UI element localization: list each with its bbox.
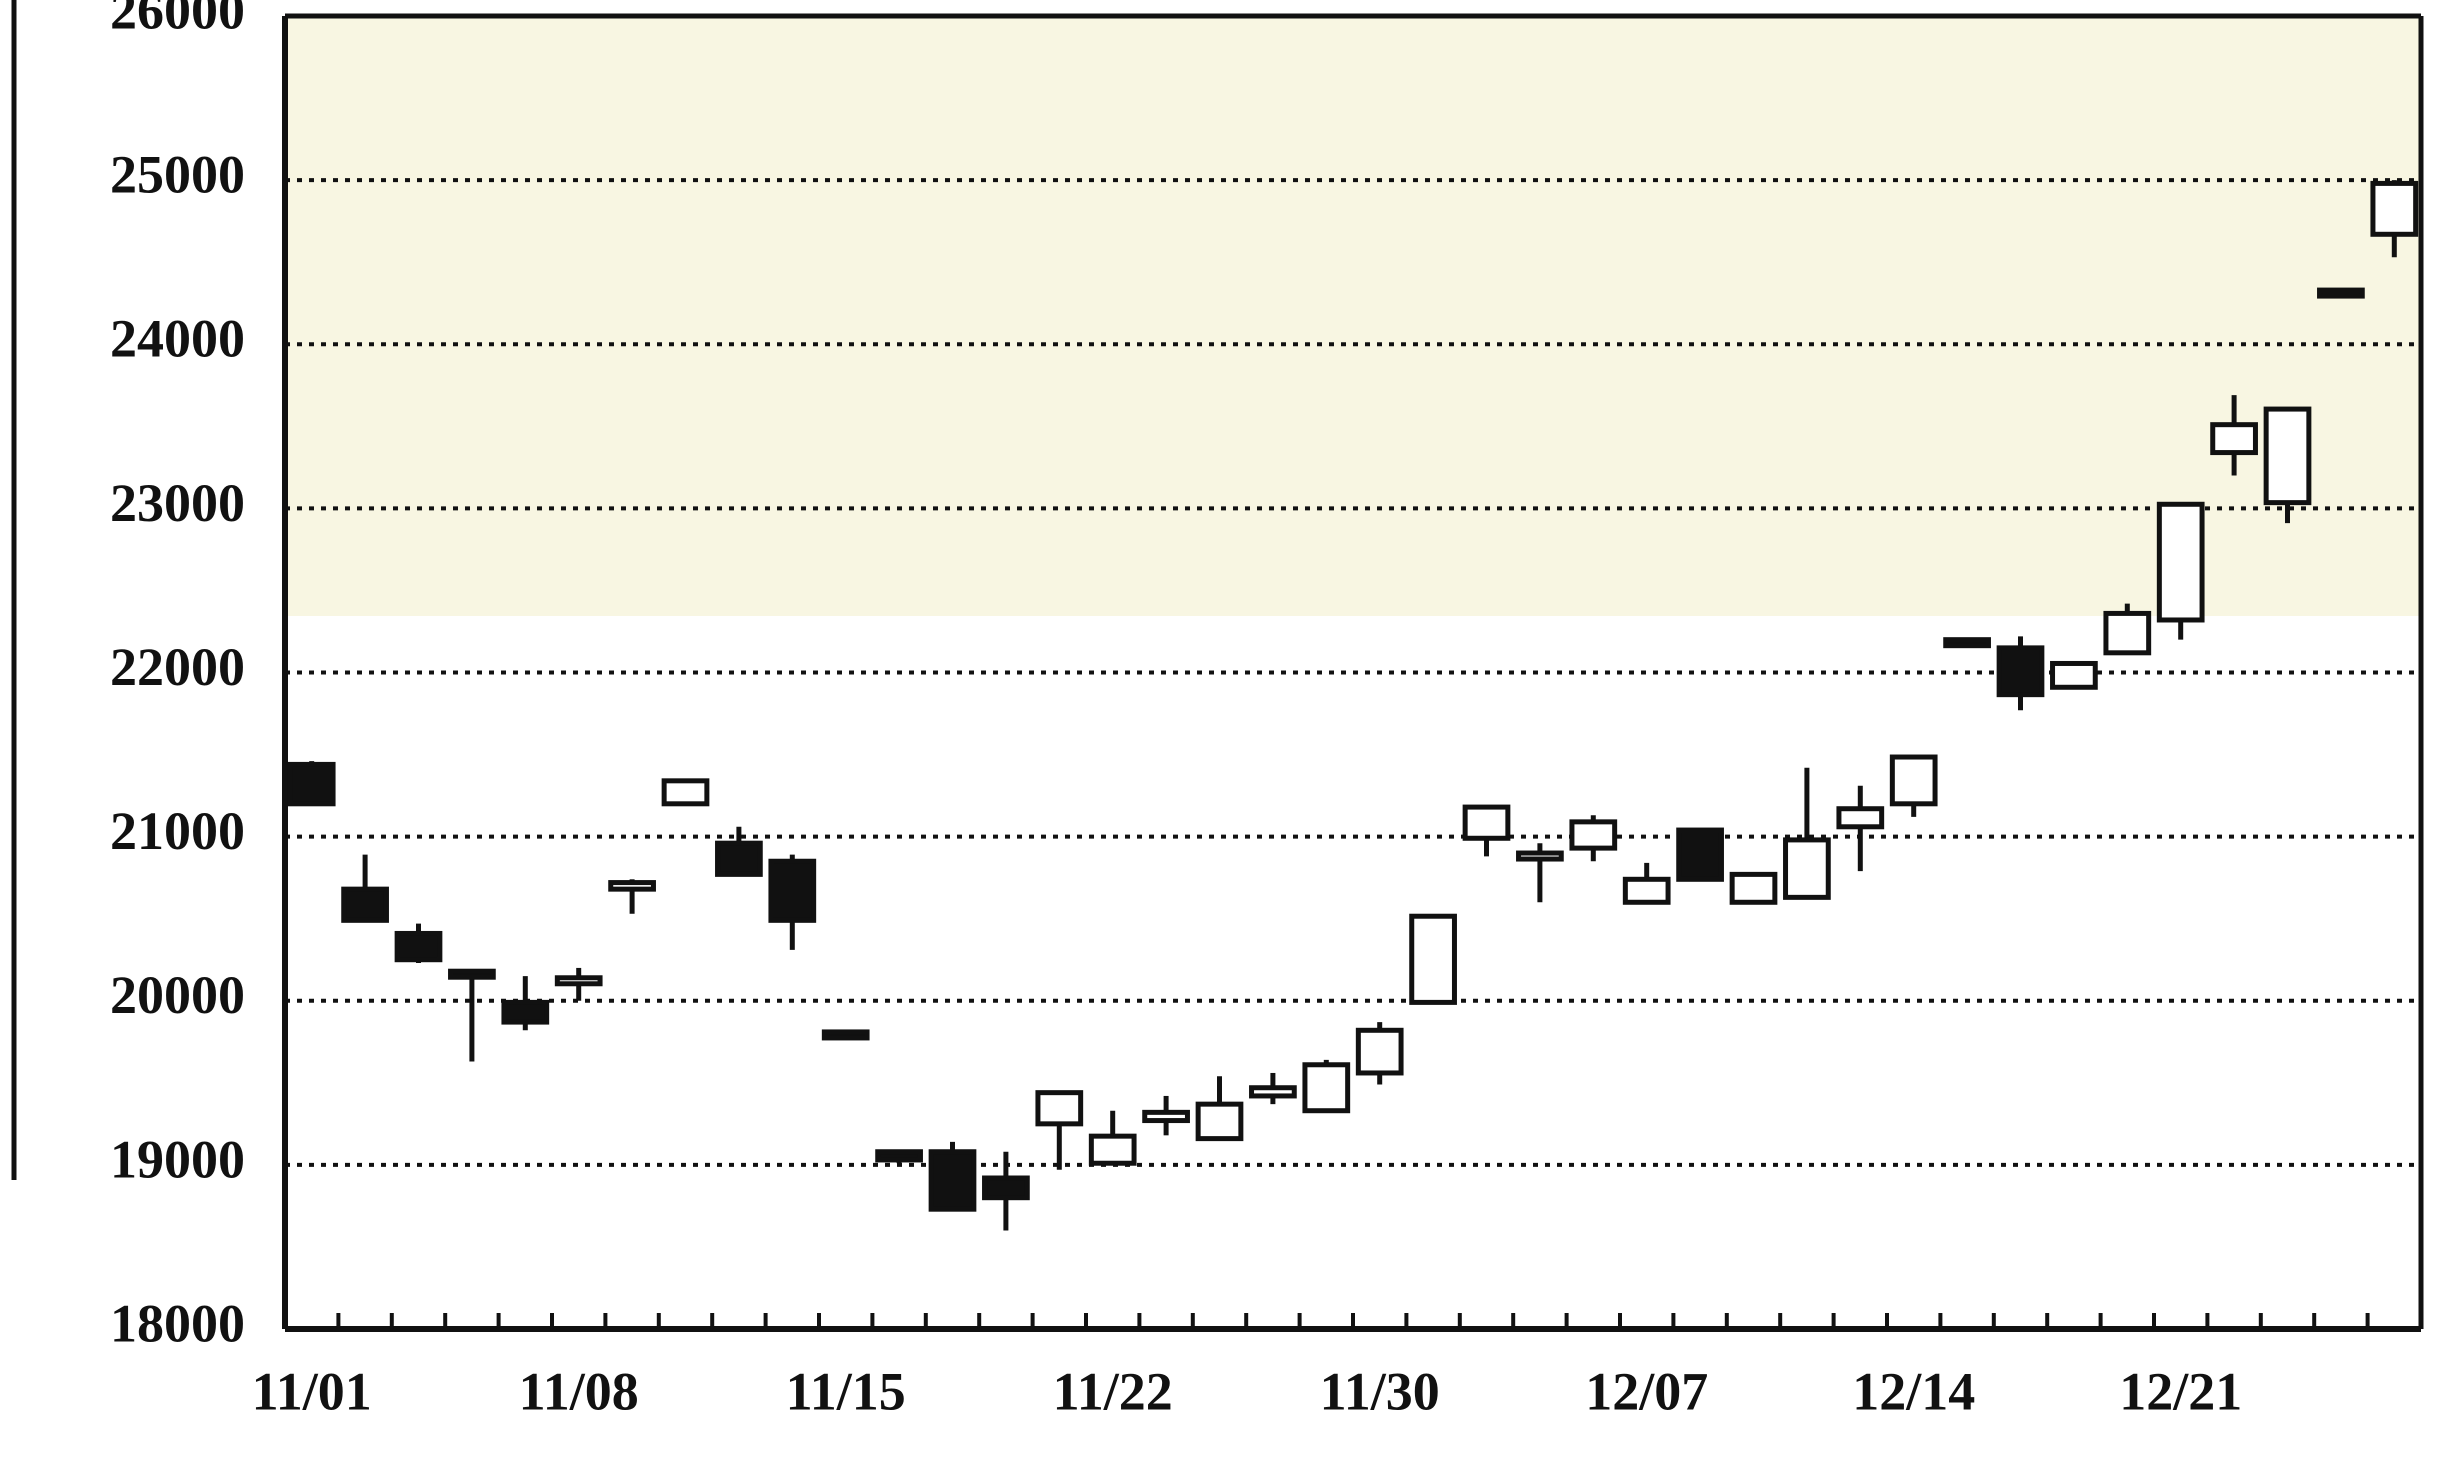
candle-body — [1462, 804, 1511, 841]
candle-body — [1249, 1085, 1297, 1099]
x-tick-label: 11/15 — [786, 1361, 906, 1421]
y-tick-label: 18000 — [110, 1293, 245, 1353]
y-tick-label: 25000 — [110, 145, 245, 205]
candle-body — [554, 975, 603, 987]
y-tick-label: 19000 — [110, 1129, 245, 1189]
x-tick-label: 11/01 — [252, 1361, 372, 1421]
candle-body — [928, 1149, 977, 1212]
candle-body — [2263, 406, 2312, 506]
plot-tint — [285, 16, 2421, 616]
candle-body — [394, 930, 443, 963]
y-tick-label: 26000 — [110, 0, 245, 40]
candle-body — [1729, 871, 1778, 905]
candle-body — [1142, 1109, 1190, 1124]
candle-body — [2210, 422, 2258, 456]
candle-body — [448, 968, 496, 980]
candle-body — [1569, 819, 1618, 851]
candle-body — [1195, 1101, 1244, 1142]
candle-body — [1302, 1062, 1351, 1114]
candle-body — [1035, 1090, 1084, 1127]
candle-body — [821, 1029, 870, 1041]
candle-body — [1996, 645, 2045, 698]
candle-body — [982, 1175, 1030, 1201]
candle-body — [2103, 610, 2152, 656]
candle-body — [661, 778, 710, 807]
candle-body — [2317, 287, 2365, 299]
candle-body — [501, 999, 550, 1025]
candle-body — [1676, 827, 1724, 882]
candle-body — [1622, 876, 1671, 905]
candle-body — [1409, 913, 1457, 1005]
x-tick-label: 12/14 — [1852, 1361, 1975, 1421]
candle-body — [1783, 837, 1831, 900]
candle-body — [287, 761, 336, 807]
candle-body — [2156, 501, 2205, 623]
y-tick-label: 23000 — [110, 473, 245, 533]
x-tick-label: 11/08 — [519, 1361, 639, 1421]
candle-body — [1889, 754, 1938, 807]
y-tick-label: 20000 — [110, 965, 245, 1025]
candle-body — [341, 886, 389, 923]
candle-body — [1943, 637, 1991, 649]
candle-body — [1516, 850, 1564, 862]
x-tick-label: 12/07 — [1585, 1361, 1708, 1421]
candle-body — [1836, 806, 1885, 830]
candle-body — [875, 1149, 923, 1163]
candle-body — [1088, 1133, 1137, 1166]
x-tick-label: 11/22 — [1053, 1361, 1173, 1421]
candle-body — [2370, 180, 2419, 237]
candle-body — [1355, 1027, 1404, 1076]
x-tick-label: 11/30 — [1320, 1361, 1440, 1421]
candle-body — [2050, 660, 2098, 690]
y-tick-label: 22000 — [110, 637, 245, 697]
candle-body — [608, 880, 656, 892]
candle-body — [768, 858, 817, 923]
y-tick-label: 24000 — [110, 309, 245, 369]
candle-body — [715, 840, 763, 877]
x-tick-label: 12/21 — [2119, 1361, 2242, 1421]
y-tick-label: 21000 — [110, 801, 245, 861]
